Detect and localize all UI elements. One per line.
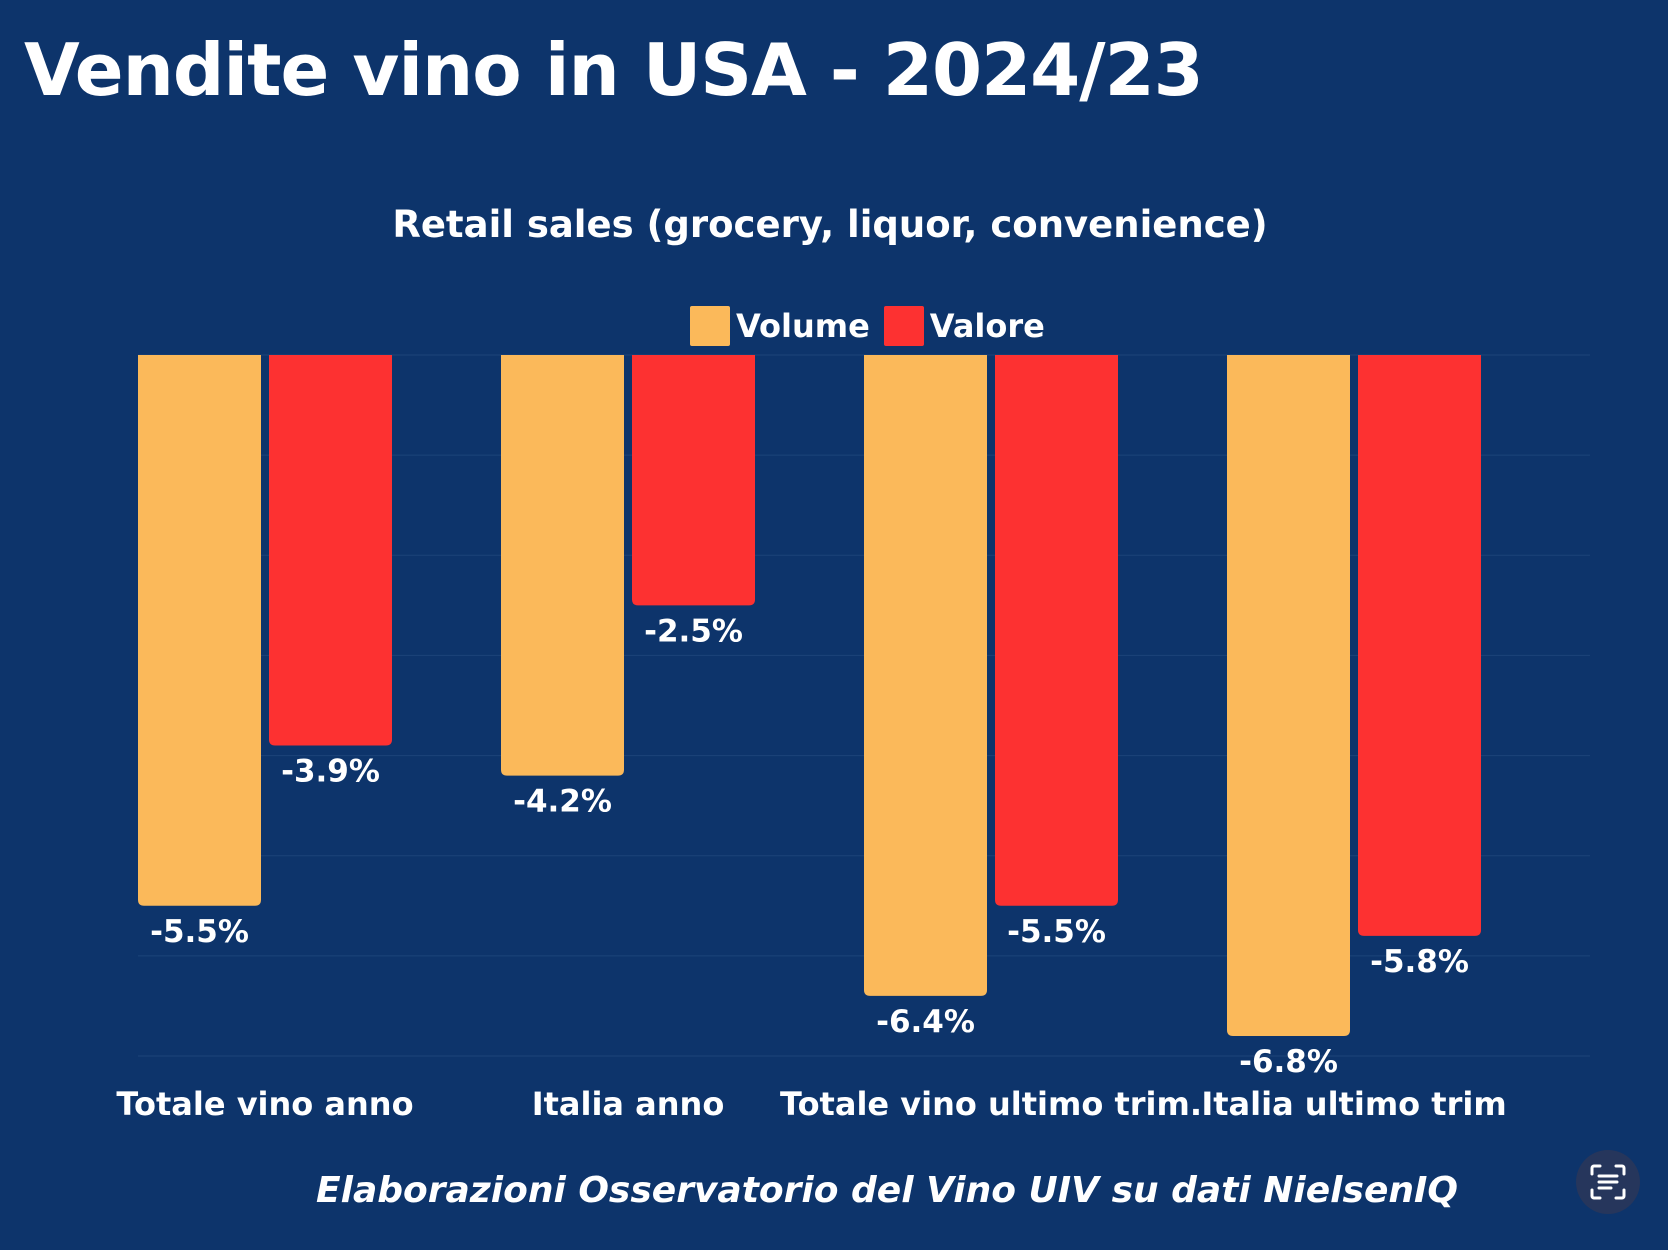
category-label: Italia anno — [532, 1085, 725, 1123]
bar-volume — [1227, 355, 1350, 1036]
bar-volume — [138, 355, 261, 906]
scan-text-icon — [1590, 1164, 1626, 1200]
bar-valore — [995, 355, 1118, 906]
scan-button[interactable] — [1576, 1150, 1640, 1214]
bar-valore — [632, 355, 755, 606]
data-label-valore: -2.5% — [644, 613, 743, 649]
data-label-valore: -3.9% — [281, 754, 380, 790]
data-label-volume: -4.2% — [513, 784, 612, 820]
category-label: Italia ultimo trim — [1201, 1085, 1506, 1123]
legend-swatch-valore — [883, 306, 924, 346]
legend-swatch-volume — [690, 306, 730, 346]
category-label: Totale vino anno — [116, 1085, 413, 1123]
data-label-volume: -6.8% — [1239, 1044, 1338, 1080]
bar-valore — [269, 355, 392, 746]
legend-item-valore: Valore — [883, 306, 1045, 346]
chart-legend: Volume Valore — [690, 306, 1059, 346]
data-label-valore: -5.5% — [1007, 914, 1106, 950]
chart-title: Retail sales (grocery, liquor, convenien… — [392, 203, 1268, 246]
legend-label-valore: Valore — [929, 307, 1045, 345]
bar-valore — [1358, 355, 1481, 936]
bar-volume — [864, 355, 987, 996]
page-title: Vendite vino in USA - 2024/23 — [24, 28, 1204, 112]
category-label: Totale vino ultimo trim. — [780, 1085, 1202, 1123]
source-footer: Elaborazioni Osservatorio del Vino UIV s… — [316, 1170, 1458, 1211]
legend-item-volume: Volume — [690, 306, 870, 346]
legend-label-volume: Volume — [736, 307, 870, 345]
data-label-volume: -5.5% — [150, 914, 249, 950]
data-label-valore: -5.8% — [1370, 944, 1469, 980]
data-label-volume: -6.4% — [876, 1004, 975, 1040]
bar-volume — [501, 355, 624, 776]
